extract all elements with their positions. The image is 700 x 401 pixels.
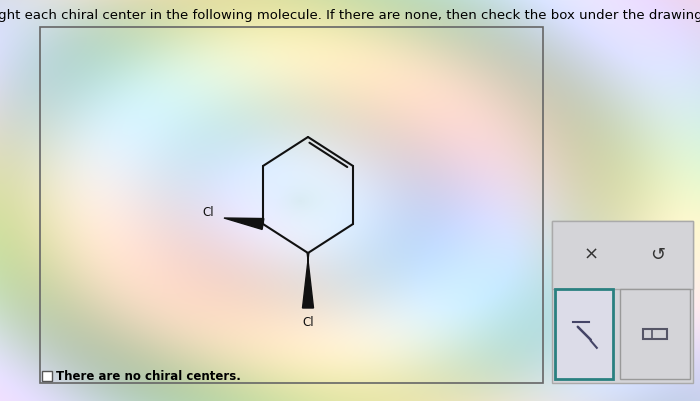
Text: Cl: Cl (202, 205, 214, 219)
Polygon shape (302, 253, 314, 308)
Polygon shape (224, 218, 264, 229)
Bar (555, 289, 612, 379)
Text: ×: × (584, 246, 598, 263)
Bar (40, 27, 542, 383)
Bar (552, 221, 693, 383)
Text: Highlight each chiral center in the following molecule. If there are none, then : Highlight each chiral center in the foll… (0, 9, 700, 22)
Bar (42, 371, 52, 381)
Text: There are no chiral centers.: There are no chiral centers. (56, 369, 241, 383)
Bar (620, 289, 690, 379)
Text: Cl: Cl (302, 316, 314, 329)
Bar (552, 221, 693, 289)
Text: ↺: ↺ (650, 246, 665, 263)
